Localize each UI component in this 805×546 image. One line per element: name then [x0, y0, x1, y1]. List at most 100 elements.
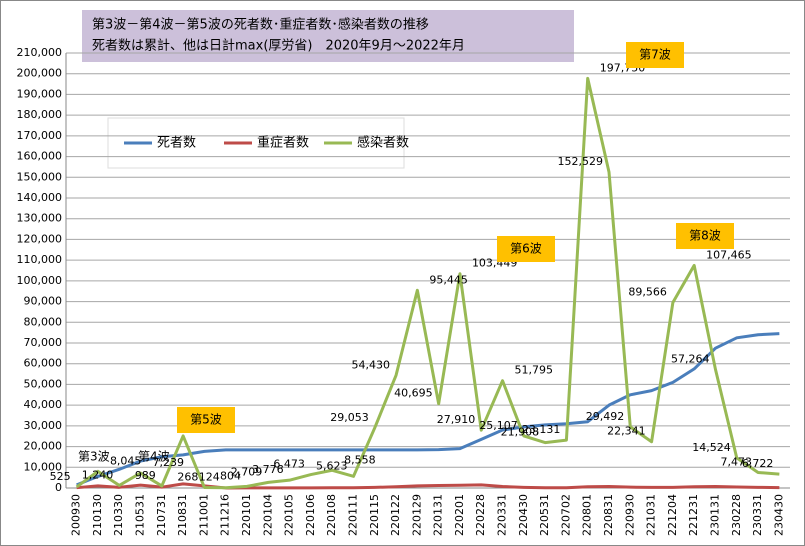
x-tick-label: 220111 — [346, 494, 359, 536]
data-label: 107,465 — [706, 248, 752, 261]
x-tick-label: 220115 — [368, 494, 381, 536]
line — [75, 76, 780, 490]
x-tick-label: 210731 — [155, 494, 168, 536]
annotation: 第7波 — [639, 48, 671, 62]
data-label: 7,239 — [153, 456, 185, 469]
annotation: 第8波 — [689, 229, 721, 243]
x-tick-label: 220201 — [453, 494, 466, 536]
data-label: 6,722 — [742, 457, 774, 470]
y-tick-label: 50,000 — [24, 377, 63, 390]
data-label: 29,053 — [330, 411, 369, 424]
data-label: 21,908 — [501, 426, 540, 439]
legend-label: 重症者数 — [257, 135, 309, 151]
y-tick-label: 60,000 — [24, 357, 63, 370]
data-label: 2,709 — [231, 465, 263, 478]
x-tick-label: 220331 — [496, 494, 509, 536]
y-tick-label: 150,000 — [17, 170, 63, 183]
x-tick-label: 220131 — [432, 494, 445, 536]
data-label: 7,473 — [721, 456, 753, 469]
y-tick-label: 130,000 — [17, 212, 63, 225]
annotation-box — [676, 223, 734, 249]
annotation-box — [626, 42, 684, 68]
data-label: 14,524 — [692, 441, 731, 454]
line — [76, 482, 780, 490]
data-label: 27,910 — [437, 413, 476, 426]
x-tick-label: 220129 — [410, 494, 423, 536]
x-tick-label: 220104 — [261, 494, 274, 536]
data-label: 124 — [199, 471, 220, 484]
x-tick-label: 230331 — [751, 494, 764, 536]
data-label: 989 — [135, 469, 156, 482]
data-label: 29,492 — [586, 410, 625, 423]
x-tick-label: 221204 — [666, 494, 679, 536]
x-tick-label: 220122 — [389, 494, 402, 536]
data-label: 6,473 — [273, 458, 305, 471]
y-tick-label: 110,000 — [17, 253, 63, 266]
y-tick-label: 180,000 — [17, 108, 63, 121]
data-label: 8,558 — [344, 453, 376, 466]
y-tick-label: 40,000 — [24, 398, 63, 411]
data-label: 804 — [220, 469, 241, 482]
x-tick-label: 220531 — [538, 494, 551, 536]
legend-label: 死者数 — [157, 136, 196, 151]
data-label: 8,045 — [110, 454, 142, 467]
y-tick-label: 160,000 — [17, 150, 63, 163]
x-tick-label: 210330 — [112, 494, 125, 536]
x-tick-label: 210831 — [176, 494, 189, 536]
x-tick-label: 220831 — [602, 494, 615, 536]
data-label: 40,695 — [394, 387, 433, 400]
annotation: 第5波 — [190, 413, 222, 427]
data-label: 5,623 — [316, 459, 348, 472]
x-tick-label: 220101 — [240, 494, 253, 536]
x-tick-label: 230228 — [730, 494, 743, 536]
x-tick-label: 220228 — [474, 494, 487, 536]
chart-subtitle: 死者数は累計、他は日計max(厚労省) 2020年9月～2022年月 — [92, 38, 465, 54]
data-label: 22,341 — [607, 425, 646, 438]
data-label: 23,131 — [522, 423, 561, 436]
x-tick-label: 221031 — [645, 494, 658, 536]
y-tick-label: 200,000 — [17, 67, 63, 80]
x-tick-label: 211001 — [197, 494, 210, 536]
x-tick-label: 211216 — [219, 494, 232, 536]
y-tick-label: 210,000 — [17, 46, 63, 59]
chart-title: 第3波－第4波－第5波の死者数･重症者数･感染者数の推移 — [92, 17, 429, 33]
line — [76, 332, 780, 487]
x-tick-label: 221231 — [687, 494, 700, 536]
x-tick-label: 210130 — [91, 494, 104, 536]
data-label: 3,776 — [252, 463, 284, 476]
data-label: 152,529 — [558, 155, 604, 168]
data-label: 95,445 — [429, 273, 468, 286]
legend-label: 感染者数 — [357, 135, 409, 151]
y-tick-label: 0 — [55, 481, 62, 494]
y-tick-label: 120,000 — [17, 232, 63, 245]
y-tick-label: 10,000 — [24, 460, 63, 473]
annotation: 第4波 — [138, 450, 170, 464]
y-tick-label: 100,000 — [17, 274, 63, 287]
y-tick-label: 140,000 — [17, 191, 63, 204]
data-label: 268 — [177, 470, 198, 483]
x-tick-label: 230131 — [708, 494, 721, 536]
x-tick-label: 220930 — [623, 494, 636, 536]
annotation-box — [497, 236, 555, 262]
x-tick-label: 220702 — [559, 494, 572, 536]
x-tick-label: 220801 — [581, 494, 594, 536]
x-tick-label: 200930 — [70, 494, 83, 536]
x-tick-label: 220105 — [283, 494, 296, 536]
x-tick-label: 210531 — [134, 494, 147, 536]
x-tick-label: 220108 — [325, 494, 338, 536]
annotation: 第3波 — [78, 450, 110, 464]
y-tick-label: 70,000 — [24, 336, 63, 349]
annotation: 第6波 — [510, 242, 542, 256]
y-tick-label: 190,000 — [17, 87, 63, 100]
y-tick-label: 170,000 — [17, 129, 63, 142]
y-tick-label: 20,000 — [24, 440, 63, 453]
y-tick-label: 30,000 — [24, 419, 63, 432]
data-label: 57,264 — [671, 352, 710, 365]
x-tick-label: 230430 — [772, 494, 785, 536]
data-label: 89,566 — [628, 285, 667, 298]
data-label: 525 — [50, 470, 71, 483]
x-tick-label: 220106 — [304, 494, 317, 536]
y-tick-label: 90,000 — [24, 295, 63, 308]
